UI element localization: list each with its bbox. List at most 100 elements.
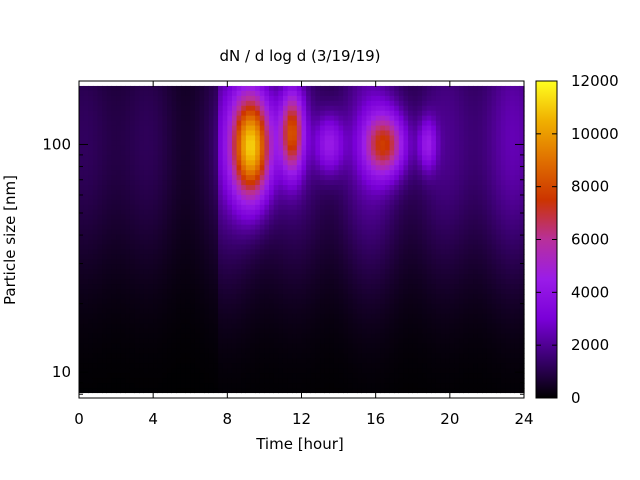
heatmap-cell [185, 214, 191, 221]
heatmap-cell [88, 194, 94, 201]
heatmap-cell [259, 95, 266, 102]
heatmap-cell [199, 348, 205, 355]
heatmap-cell [310, 338, 317, 345]
heatmap-cell [315, 95, 321, 102]
heatmap-cell [97, 194, 103, 201]
heatmap-cell [301, 328, 307, 335]
heatmap-cell [97, 388, 103, 394]
heatmap-cell [422, 125, 428, 132]
heatmap-cell [208, 100, 215, 107]
heatmap-cell [412, 383, 418, 389]
heatmap-cell [394, 264, 400, 270]
heatmap-cell [333, 150, 340, 156]
heatmap-cell [185, 209, 191, 216]
heatmap-cell [227, 318, 233, 325]
heatmap-cell [417, 234, 423, 241]
heatmap-cell [208, 343, 215, 350]
heatmap-cell [129, 135, 136, 142]
heatmap-cell [329, 160, 335, 166]
heatmap-cell [264, 289, 270, 295]
heatmap-cell [236, 373, 242, 379]
heatmap-cell [384, 229, 391, 236]
heatmap-cell [134, 343, 140, 350]
heatmap-cell [412, 343, 418, 350]
heatmap-cell [278, 333, 284, 340]
heatmap-cell [227, 105, 233, 112]
heatmap-cell [282, 105, 289, 112]
heatmap-cell [222, 279, 228, 285]
heatmap-cell [106, 244, 113, 250]
heatmap-cell [320, 333, 326, 340]
heatmap-cell [352, 289, 358, 295]
heatmap-cell [384, 244, 391, 250]
heatmap-cell [333, 368, 340, 374]
heatmap-cell [111, 343, 117, 350]
heatmap-cell [394, 274, 400, 280]
heatmap-cell [264, 175, 270, 181]
heatmap-cell [282, 135, 289, 142]
heatmap-cell [412, 348, 418, 355]
heatmap-cell [287, 328, 293, 335]
heatmap-cell [236, 239, 242, 246]
heatmap-cell [190, 199, 196, 206]
heatmap-cell [384, 145, 391, 151]
heatmap-cell [199, 219, 205, 226]
heatmap-cell [282, 244, 289, 250]
heatmap-cell [269, 313, 275, 320]
heatmap-cell [403, 90, 409, 97]
heatmap-cell [111, 135, 117, 142]
heatmap-cell [129, 204, 136, 211]
heatmap-cell [264, 269, 270, 275]
heatmap-cell [167, 105, 173, 112]
heatmap-cell [320, 145, 326, 151]
heatmap-cell [357, 348, 363, 355]
heatmap-cell [417, 393, 423, 399]
heatmap-cell [408, 393, 414, 399]
heatmap-cell [153, 105, 159, 112]
heatmap-cell [278, 363, 284, 369]
heatmap-cell [347, 170, 354, 176]
heatmap-cell [292, 105, 298, 112]
heatmap-cell [157, 393, 164, 399]
heatmap-cell [431, 234, 437, 241]
heatmap-cell [162, 363, 168, 369]
heatmap-cell [245, 279, 252, 285]
heatmap-cell [380, 229, 386, 236]
heatmap-cell [176, 204, 182, 211]
heatmap-cell [417, 185, 423, 191]
heatmap-cell [190, 388, 196, 394]
heatmap-cell [296, 323, 303, 330]
heatmap-cell [310, 140, 317, 146]
heatmap-cell [167, 264, 173, 270]
heatmap-cell [106, 368, 113, 374]
heatmap-cell [347, 150, 354, 156]
heatmap-cell [422, 393, 428, 399]
heatmap-cell [129, 308, 136, 315]
heatmap-cell [120, 115, 126, 122]
heatmap-cell [403, 125, 409, 132]
heatmap-cell [333, 214, 340, 221]
heatmap-cell [88, 145, 94, 151]
heatmap-cell [194, 338, 201, 345]
heatmap-cell [306, 140, 312, 146]
heatmap-cell [338, 378, 344, 384]
heatmap-cell [241, 239, 247, 246]
heatmap-cell [250, 303, 256, 310]
heatmap-cell [435, 150, 442, 156]
heatmap-cell [435, 110, 442, 117]
heatmap-cell [338, 328, 344, 335]
heatmap-cell [357, 393, 363, 399]
heatmap-cell [97, 303, 103, 310]
heatmap-cell [125, 140, 131, 146]
heatmap-cell [167, 100, 173, 107]
heatmap-cell [79, 298, 85, 305]
heatmap-cell [245, 308, 252, 315]
heatmap-cell [120, 185, 126, 191]
heatmap-cell [222, 165, 228, 171]
heatmap-cell [347, 343, 354, 350]
heatmap-cell [120, 224, 126, 231]
heatmap-cell [194, 175, 201, 181]
heatmap-cell [204, 170, 210, 176]
heatmap-cell [88, 189, 94, 196]
heatmap-cell [125, 115, 131, 122]
